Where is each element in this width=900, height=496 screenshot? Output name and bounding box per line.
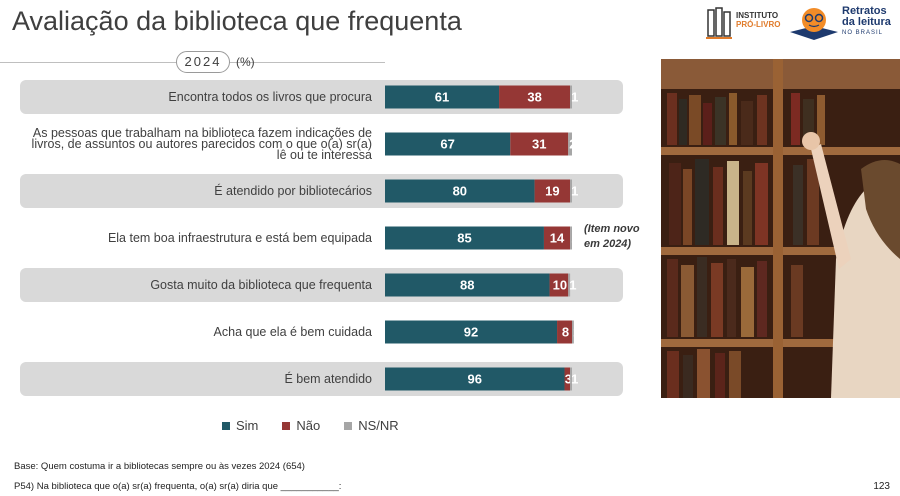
footnote-question: P54) Na biblioteca que o(a) sr(a) freque… [14, 481, 342, 492]
data-label: 10 [553, 278, 567, 293]
bar-no [564, 367, 571, 391]
data-label: 92 [464, 325, 478, 340]
bar-nsnr [570, 179, 572, 203]
legend: Sim Não NS/NR [222, 418, 399, 433]
category-label: Encontra todos os livros que procura [168, 89, 372, 104]
data-label: 3 [565, 372, 572, 387]
bar-nsnr [570, 226, 572, 250]
data-label: 96 [468, 372, 482, 387]
data-label: 88 [460, 278, 474, 293]
page-title: Avaliação da biblioteca que frequenta [12, 6, 462, 36]
category-label: É bem atendido [284, 371, 372, 386]
bar-nsnr [568, 273, 571, 297]
legend-label-nsnr: NS/NR [358, 418, 399, 433]
bar-sim [385, 320, 558, 344]
data-label: 80 [453, 184, 467, 199]
logo-line-2: da leitura [842, 16, 891, 28]
category-label: Acha que ela é bem cuidada [213, 324, 372, 339]
bar-no [557, 320, 572, 344]
data-label: 85 [457, 231, 471, 246]
legend-swatch-nao [282, 421, 291, 430]
data-label: 31 [532, 137, 546, 152]
instituto-pro-livro-logo [706, 7, 732, 39]
category-label: Gosta muito da biblioteca que frequenta [150, 277, 372, 292]
bar-no [499, 85, 571, 109]
data-label: 1 [569, 278, 576, 293]
legend-swatch-sim [222, 421, 230, 430]
logo-line-1: INSTITUTO [736, 11, 779, 20]
unit-label: (%) [236, 55, 255, 69]
bar-sim [385, 367, 565, 391]
bar-sim [385, 85, 500, 109]
category-label: É atendido por bibliotecários [214, 183, 372, 198]
bar-sim [385, 132, 511, 156]
bar-no [510, 132, 569, 156]
logo-line-3: NO BRASIL [842, 30, 884, 36]
logo-line-1: Retratos [842, 5, 887, 17]
data-label: 38 [527, 90, 541, 105]
bar-no [534, 179, 571, 203]
data-label: 8 [562, 325, 569, 340]
legend-item-nsnr: NS/NR [344, 418, 399, 433]
page-number: 123 [873, 481, 890, 492]
category-label: Ela tem boa infraestrutura e está bem eq… [107, 230, 372, 245]
data-label: 67 [440, 137, 454, 152]
bar-sim [385, 226, 544, 250]
data-label: 61 [435, 90, 449, 105]
legend-item-sim: Sim [222, 418, 258, 433]
legend-label-nao: Não [296, 418, 321, 433]
bar-sim [385, 273, 550, 297]
bar-sim [385, 179, 535, 203]
data-label: 1 [573, 325, 580, 340]
instituto-logo-text: INSTITUTO PRÓ-LIVRO [736, 11, 780, 29]
bar-nsnr [568, 132, 572, 156]
data-label: 1 [571, 231, 578, 246]
legend-item-nao: Não [282, 418, 320, 433]
library-bookshelf-photo [661, 59, 900, 398]
bar-nsnr [572, 320, 574, 344]
year-badge: 2024 [176, 51, 230, 73]
bar-nsnr [570, 85, 572, 109]
bar-no [549, 273, 569, 297]
logo-line-2: PRÓ-LIVRO [736, 20, 781, 29]
bar-nsnr [570, 367, 572, 391]
data-label: 19 [545, 184, 559, 199]
data-label: 1 [571, 372, 578, 387]
retratos-logo-text: Retratos da leitura NO BRASIL [842, 6, 891, 39]
data-label: 1 [571, 184, 578, 199]
new-item-note: (Item novo em 2024) [584, 223, 640, 250]
bar-no [543, 226, 571, 250]
legend-label-sim: Sim [236, 418, 259, 433]
legend-swatch-nsnr [344, 421, 353, 430]
retratos-da-leitura-logo [790, 8, 838, 40]
data-label: 2 [569, 137, 576, 152]
category-label: As pessoas que trabalham na biblioteca f… [31, 125, 372, 162]
data-label: 1 [571, 90, 578, 105]
footnote-base: Base: Quem costuma ir a bibliotecas semp… [14, 461, 305, 472]
data-label: 14 [550, 231, 565, 246]
